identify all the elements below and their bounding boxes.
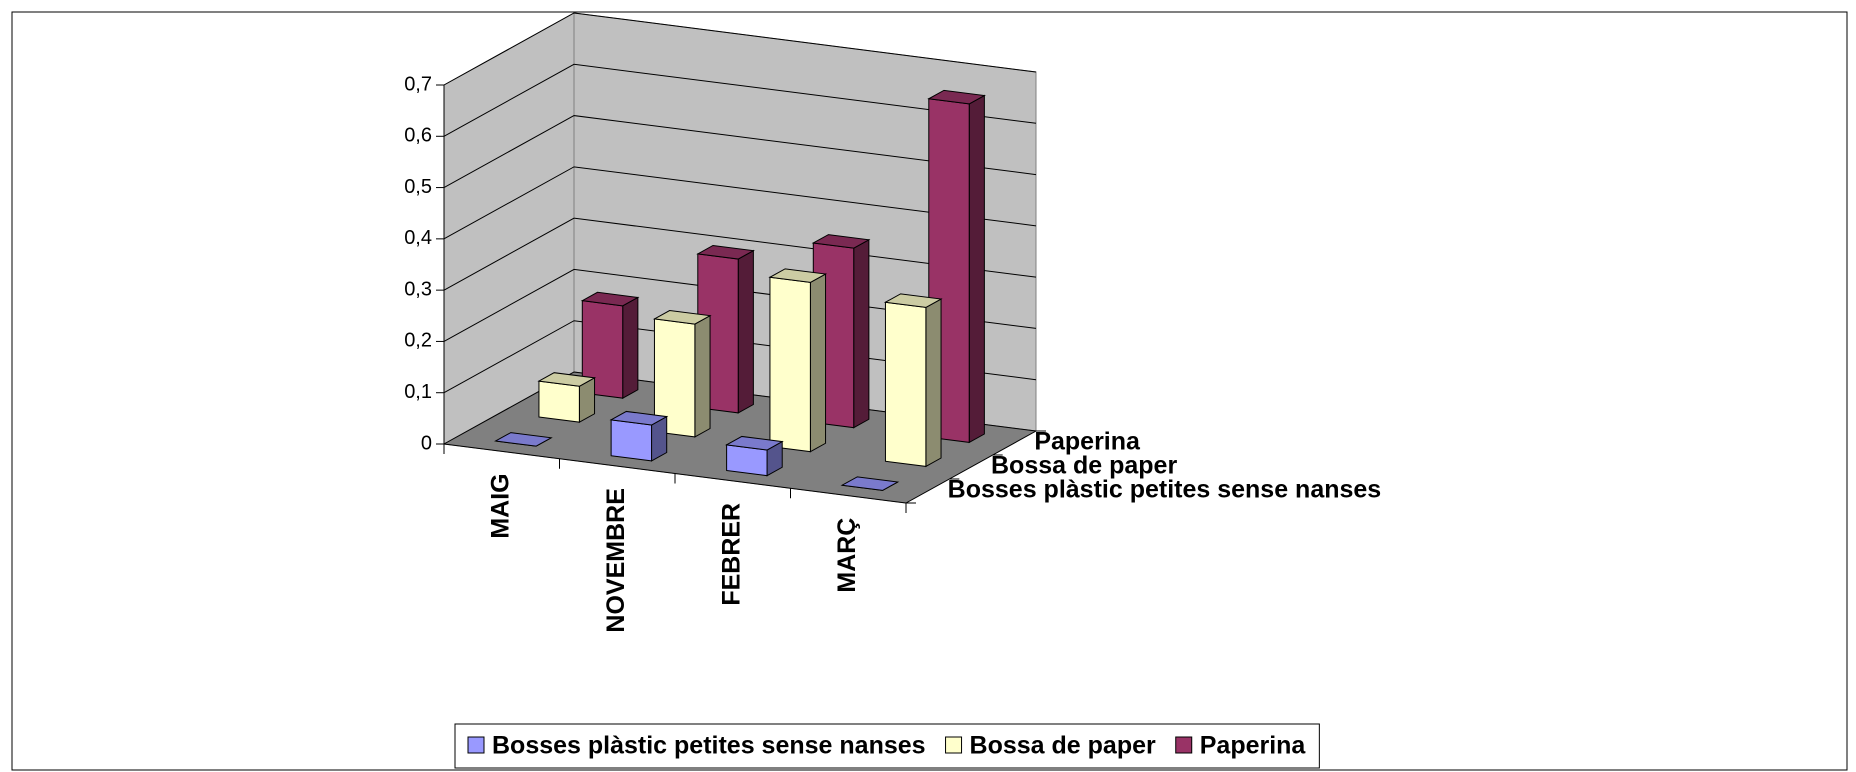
legend-label: Bosses plàstic petites sense nanses	[492, 732, 926, 760]
bar-top	[580, 291, 640, 307]
bar-side	[737, 249, 754, 414]
x-tick-label: FEBRER	[717, 503, 745, 606]
y-tick-label: 0,1	[404, 381, 432, 403]
bar-top	[537, 372, 597, 387]
y-tick-label: 0,6	[404, 125, 432, 147]
y-tick-label: 0,2	[404, 330, 432, 352]
bar	[609, 410, 669, 462]
bar-front	[884, 301, 927, 467]
bar-top	[494, 432, 553, 447]
x-tick-label: NOVEMBRE	[602, 488, 630, 632]
y-tick-label: 0	[421, 432, 432, 454]
bar-top	[768, 268, 828, 283]
legend-swatch	[945, 736, 963, 754]
bar-front	[769, 276, 811, 453]
grid-line	[443, 320, 1037, 394]
depth-label: Paperina	[1034, 428, 1141, 456]
bar-top	[811, 234, 871, 249]
grid-line	[443, 63, 1037, 137]
legend: Bosses plàstic petites sense nanses Bossa…	[454, 723, 1320, 769]
x-tick-label: MAIG	[486, 473, 514, 538]
bar-side	[694, 314, 711, 438]
grid-line	[443, 115, 1037, 189]
depth-axis	[905, 430, 1037, 504]
bar-top	[696, 244, 755, 260]
bar	[840, 476, 900, 491]
grid-line	[443, 268, 1037, 342]
legend-swatch	[1175, 736, 1193, 754]
bar	[494, 432, 553, 447]
bar-side	[925, 298, 942, 468]
legend-swatch	[467, 736, 485, 754]
y-tick-label: 0,5	[404, 176, 432, 198]
bar-top	[927, 89, 986, 105]
bar-side	[809, 273, 827, 453]
bar	[580, 291, 640, 400]
bar-top	[840, 476, 900, 491]
bar-front	[538, 380, 580, 423]
grid-line	[443, 371, 1037, 445]
bar-top	[883, 293, 943, 308]
bar	[725, 435, 784, 477]
grid-line	[443, 12, 1037, 86]
bar	[768, 268, 828, 453]
bar	[883, 293, 943, 468]
bar-top	[725, 435, 784, 451]
depth-label: Bosses plàstic petites sense nanses	[948, 476, 1382, 504]
grid-line	[443, 217, 1037, 291]
depth-label: Bossa de paper	[991, 452, 1177, 480]
grid-line	[443, 166, 1037, 240]
bar	[652, 309, 712, 438]
bar-top	[652, 309, 712, 325]
legend-label: Bossa de paper	[970, 732, 1156, 760]
y-tick-label: 0,3	[404, 278, 432, 300]
bar-side	[622, 296, 639, 400]
legend-label: Paperina	[1200, 732, 1307, 760]
bar-side	[853, 238, 870, 429]
bar	[537, 372, 597, 424]
bar-front	[610, 419, 653, 462]
bar-side	[968, 94, 985, 444]
y-tick-label: 0,7	[404, 73, 432, 95]
bar	[927, 89, 986, 444]
bar-top	[609, 410, 669, 426]
x-tick-label: MARÇ	[833, 518, 861, 593]
y-tick-label: 0,4	[404, 227, 432, 249]
